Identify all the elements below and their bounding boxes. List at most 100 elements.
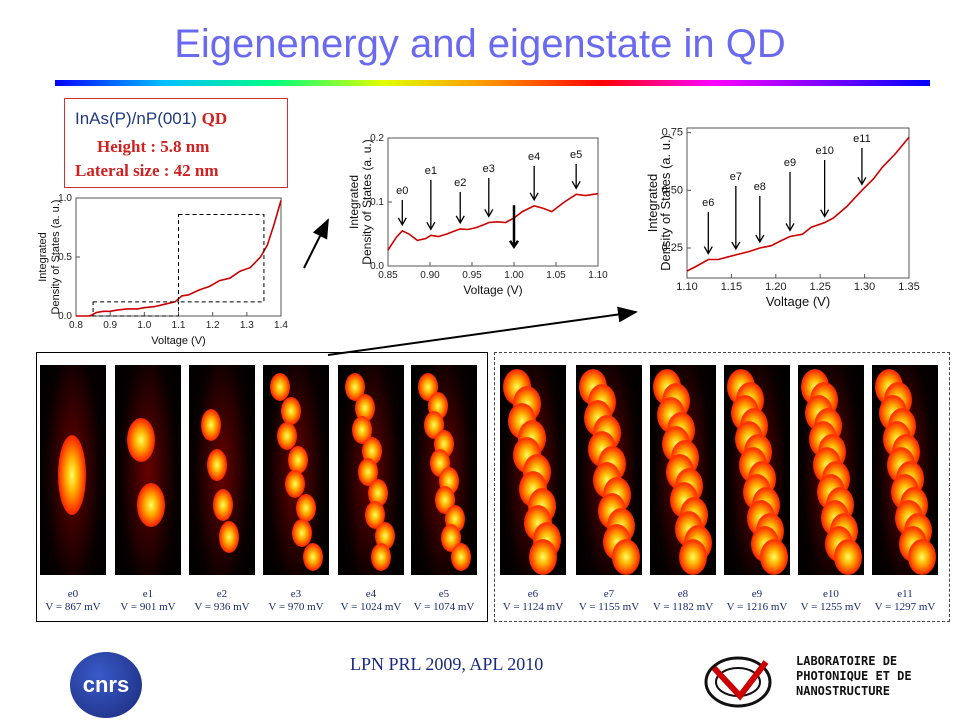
annotation-arrowhead — [397, 217, 407, 227]
x-axis-label: Voltage (V) — [463, 283, 522, 297]
x-tick-label: 1.0 — [137, 320, 151, 331]
annotation-label: e11 — [853, 133, 871, 145]
state-id: e8 — [677, 588, 689, 600]
qd-lateral-size: Lateral size : 42 nm — [75, 161, 219, 180]
x-tick-label: 1.3 — [240, 320, 254, 331]
state-voltage: V = 970 mV — [268, 601, 324, 613]
intensity-blob — [288, 445, 309, 474]
qd-info-box: InAs(P)/nP(001) QD Height : 5.8 nm Later… — [64, 98, 288, 188]
eigenstate-panel-low — [36, 352, 488, 622]
eigenstate-label-e7: e7 V = 1155 mV — [570, 588, 648, 614]
chart-high-range: 1.10 1.15 1.20 1.25 1.30 1.35 0.25 0.50 0.75 Volt… — [645, 127, 920, 309]
series-line — [686, 136, 910, 272]
x-tick-label: 0.95 — [462, 270, 482, 281]
image-haze — [115, 365, 181, 575]
annotation-arrowhead — [755, 234, 765, 244]
cnrs-logo-text: cnrs — [82, 672, 130, 697]
state-id: e2 — [216, 588, 228, 600]
eigenstate-label-e0: e0 V = 867 mV — [34, 588, 112, 614]
y-axis-label: Density of States (a. u.) — [50, 200, 62, 315]
plot-frame — [387, 137, 599, 267]
chart-low-range: 0.85 0.90 0.95 1.00 1.05 1.10 0.0 0.1 0.2 Voltage… — [347, 133, 608, 297]
state-id: e4 — [365, 588, 377, 600]
eigenstate-label-e9: e9 V = 1216 mV — [718, 588, 796, 614]
x-tick-label: 1.2 — [206, 320, 220, 331]
intensity-blob — [270, 373, 290, 401]
intensity-blob — [451, 543, 471, 571]
state-id: e1 — [142, 588, 154, 600]
state-id: e11 — [897, 588, 913, 600]
x-tick-label: 0.9 — [103, 320, 117, 331]
intensity-blob — [280, 397, 301, 426]
intensity-blob — [127, 418, 155, 462]
x-tick-label: 1.25 — [809, 281, 830, 293]
annotation-arrowhead — [529, 192, 539, 202]
y-tick-label: 0.75 — [662, 127, 683, 139]
annotation-arrowhead — [703, 246, 713, 255]
eigenstate-label-e10: e10 V = 1255 mV — [792, 588, 870, 614]
annotation-label: e8 — [754, 181, 766, 193]
state-voltage: V = 1255 mV — [800, 601, 862, 613]
qd-material: InAs(P)/nP(001) QD — [75, 109, 228, 128]
state-id: e6 — [527, 588, 539, 600]
state-id: e5 — [438, 588, 450, 600]
plot-frame — [686, 127, 910, 279]
annotation-arrowhead — [785, 223, 795, 232]
eigenstate-label-e4: e4 V = 1024 mV — [332, 588, 410, 614]
eigenstate-image-e0 — [40, 365, 106, 575]
intensity-blob — [292, 518, 313, 547]
state-voltage: V = 936 mV — [194, 601, 250, 613]
x-tick-label: 1.1 — [172, 320, 186, 331]
intensity-blob — [213, 489, 233, 521]
x-tick-label: 1.10 — [676, 281, 697, 293]
annotation-arrowhead — [820, 209, 830, 218]
state-id: e0 — [67, 588, 79, 600]
state-voltage: V = 1074 mV — [413, 601, 475, 613]
y-axis-label: Density of States (a. u.) — [658, 135, 673, 271]
x-tick-label: 0.8 — [69, 320, 83, 331]
eigenstate-label-e1: e1 V = 901 mV — [109, 588, 187, 614]
eigenstate-label-e5: e5 V = 1074 mV — [405, 588, 483, 614]
y-axis-label: Integrated — [645, 174, 660, 233]
eigenstate-image-e6 — [500, 365, 566, 575]
eigenstate-image-e11 — [872, 365, 938, 575]
state-voltage: V = 867 mV — [45, 601, 101, 613]
y-axis-label: Integrated — [347, 175, 361, 229]
page-title: Eigenenergy and eigenstate in QD — [174, 22, 786, 66]
eigenstate-image-e9 — [724, 365, 790, 575]
x-tick-label: 1.4 — [274, 320, 288, 331]
intensity-blob — [358, 458, 378, 486]
eigenstate-image-e5 — [411, 365, 477, 575]
intensity-blob — [355, 394, 376, 423]
annotation-arrowhead — [571, 180, 581, 190]
intensity-blob — [303, 543, 323, 571]
y-tick-label: 0.50 — [662, 184, 683, 196]
intensity-blob — [529, 539, 557, 575]
intensity-blob — [679, 539, 707, 575]
x-tick-label: 1.15 — [721, 281, 742, 293]
arrow-to-high-chart — [327, 306, 638, 356]
eigenstate-image-e2 — [189, 365, 255, 575]
eigenstate-image-e10 — [798, 365, 864, 575]
y-tick-label: 0.0 — [58, 311, 72, 322]
x-tick-label: 0.85 — [378, 270, 398, 281]
intensity-blob — [219, 521, 239, 553]
intensity-blob — [58, 435, 86, 515]
intensity-blob — [612, 539, 640, 575]
intensity-blob — [834, 539, 862, 575]
arrow-to-low-chart — [303, 218, 329, 269]
state-voltage: V = 1155 mV — [578, 601, 640, 613]
state-voltage: V = 1182 mV — [652, 601, 714, 613]
x-tick-label: 0.90 — [420, 270, 440, 281]
annotation-label: e0 — [396, 185, 408, 197]
footer-citation: LPN PRL 2009, APL 2010 — [350, 654, 544, 674]
annotation-arrowhead — [857, 176, 867, 186]
annotation-arrowhead — [731, 241, 741, 251]
eigenstate-label-e8: e8 V = 1182 mV — [644, 588, 722, 614]
eigenstate-image-e1 — [115, 365, 181, 575]
x-axis-label: Voltage (V) — [766, 294, 830, 309]
state-voltage: V = 901 mV — [120, 601, 176, 613]
annotation-label: e3 — [483, 163, 495, 175]
eigenstate-panel-high — [494, 352, 950, 622]
